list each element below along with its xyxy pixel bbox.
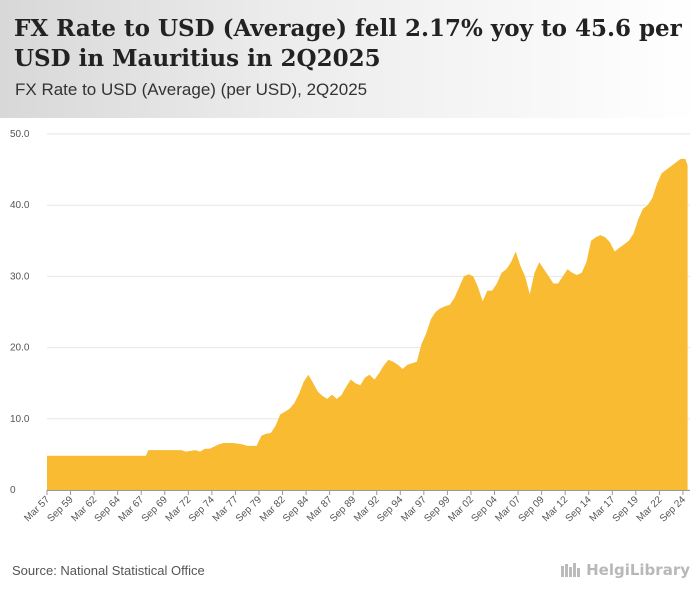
- brand-name: HelgiLibrary: [586, 561, 690, 579]
- x-tick-label: Sep 59: [45, 494, 75, 524]
- brand-logo: HelgiLibrary: [560, 561, 690, 579]
- x-tick-label: Sep 24: [658, 494, 688, 524]
- x-tick-label: Sep 19: [611, 494, 641, 524]
- x-tick-label: Sep 79: [234, 494, 264, 524]
- chart-title: FX Rate to USD (Average) fell 2.17% yoy …: [14, 15, 682, 72]
- library-icon: [561, 563, 581, 577]
- x-tick-label: Sep 99: [422, 494, 452, 524]
- x-tick-label: Sep 74: [187, 494, 217, 524]
- series-area-group: [47, 158, 688, 490]
- header: FX Rate to USD (Average) fell 2.17% yoy …: [0, 0, 700, 118]
- series-area: [47, 158, 688, 490]
- source-note: Source: National Statistical Office: [12, 563, 205, 578]
- x-tick-label: Sep 14: [564, 494, 594, 524]
- chart-subtitle: FX Rate to USD (Average) (per USD), 2Q20…: [15, 80, 368, 99]
- x-tick-label: Sep 64: [93, 494, 123, 524]
- y-tick-label: 40.0: [10, 200, 30, 211]
- y-tick-label: 30.0: [10, 271, 30, 282]
- x-tick-label: Sep 89: [328, 494, 358, 524]
- y-tick-label: 10.0: [10, 414, 30, 425]
- x-tick-label: Sep 69: [140, 494, 170, 524]
- x-tick-label: Sep 09: [517, 494, 547, 524]
- x-tick-label: Sep 04: [469, 494, 499, 524]
- x-tick-label: Sep 84: [281, 494, 311, 524]
- y-tick-label: 20.0: [10, 343, 30, 354]
- y-tick-label: 50.0: [10, 129, 30, 140]
- y-tick-label: 0: [10, 485, 16, 496]
- x-tick-label: Sep 94: [375, 494, 405, 524]
